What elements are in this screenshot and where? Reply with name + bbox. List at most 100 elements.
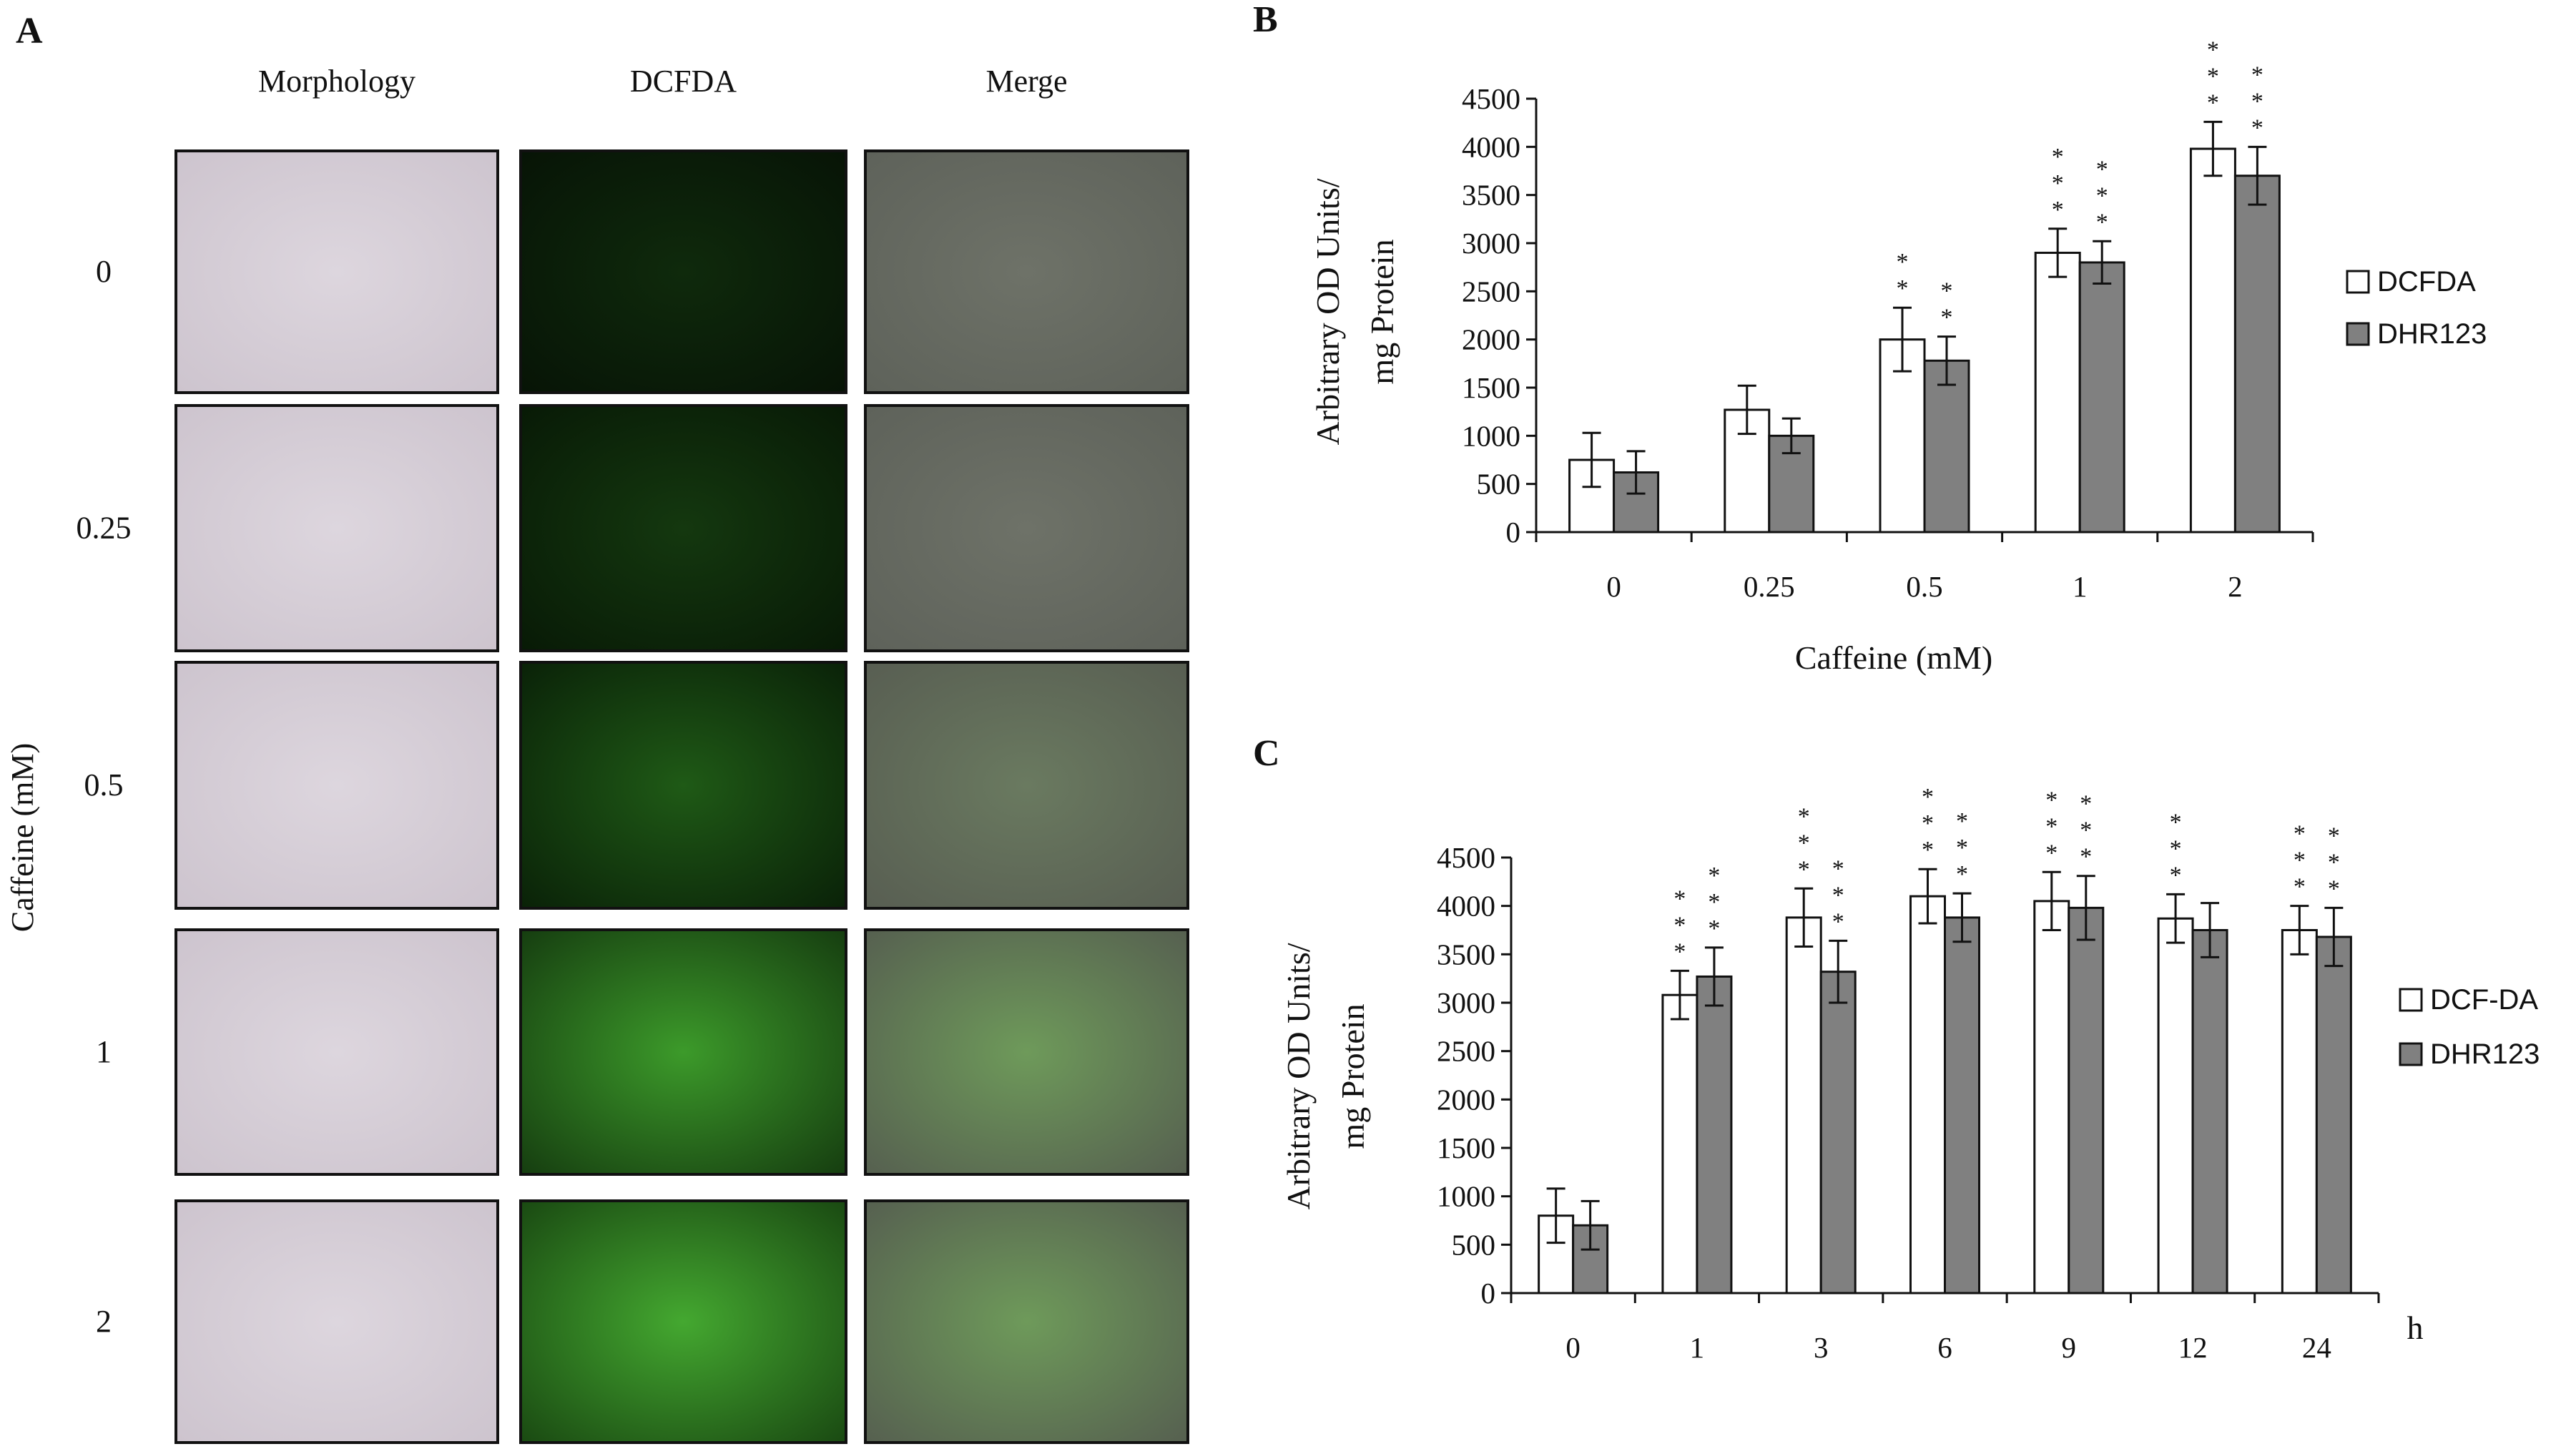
error-bar	[2076, 875, 2095, 941]
row-axis-label: Caffeine (mM)	[5, 743, 40, 932]
y-tick-label: 2500	[1437, 1035, 1495, 1068]
panel-label: C	[1253, 733, 1280, 774]
micrograph	[174, 661, 499, 910]
y-tick-label: 2500	[1462, 275, 1520, 308]
error-bar	[1626, 450, 1646, 495]
micrograph	[174, 1199, 499, 1444]
micrograph	[519, 149, 847, 394]
x-tick-label: 6	[1937, 1331, 1952, 1364]
error-bar	[2290, 905, 2309, 956]
x-tick-label: 1	[2073, 570, 2088, 603]
column-header: DCFDA	[630, 64, 737, 99]
error-bar	[1918, 868, 1937, 925]
bar	[2078, 261, 2125, 534]
error-bar	[2093, 240, 2112, 285]
micrograph	[519, 928, 847, 1176]
error-bar	[2248, 145, 2267, 206]
micrograph	[864, 149, 1189, 394]
significance: ***	[1666, 885, 1693, 965]
y-tick-label: 3000	[1437, 986, 1495, 1019]
row-label: 0.25	[77, 511, 132, 546]
micrograph	[864, 1199, 1189, 1444]
legend-swatch	[2399, 1042, 2423, 1066]
significance: ***	[1701, 863, 1727, 942]
y-tick-label: 0	[1481, 1277, 1496, 1310]
significance: ***	[2286, 821, 2313, 900]
bar	[2281, 929, 2318, 1295]
x-tick-label: 2	[2228, 570, 2243, 603]
significance: **	[1889, 249, 1916, 302]
bar	[1696, 975, 1733, 1295]
y-tick-label: 3000	[1462, 227, 1520, 260]
bar	[2157, 917, 2194, 1295]
micrograph	[174, 404, 499, 652]
bar	[2191, 929, 2228, 1295]
bar	[1785, 916, 1822, 1295]
y-tick-label: 1000	[1437, 1180, 1495, 1213]
error-bar	[1546, 1187, 1565, 1244]
legend-swatch	[2346, 322, 2370, 346]
bar	[2189, 147, 2236, 534]
legend-label: DCF-DA	[2430, 984, 2538, 1016]
error-bar	[1582, 431, 1601, 488]
x-axis-label: Caffeine (mM)	[1795, 639, 1992, 676]
column-header: Morphology	[258, 64, 416, 99]
bar	[2068, 906, 2105, 1295]
legend-label: DCFDA	[2377, 266, 2476, 298]
error-bar	[1580, 1199, 1600, 1251]
bar	[2233, 175, 2281, 534]
error-bar	[1670, 969, 1689, 1021]
micrograph	[519, 661, 847, 910]
significance: ***	[2200, 36, 2226, 116]
bar	[1923, 359, 1970, 534]
y-axis-label: Arbitrary OD Units/	[1309, 178, 1346, 445]
legend-label: DHR123	[2377, 318, 2487, 350]
y-tick-label: 2000	[1437, 1083, 1495, 1116]
y-tick-label: 4000	[1437, 890, 1495, 923]
significance: ***	[2089, 156, 2115, 235]
y-tick-label: 500	[1477, 468, 1521, 501]
x-tick-label: 3	[1814, 1331, 1829, 1364]
bar	[2315, 935, 2352, 1295]
error-bar	[2203, 120, 2223, 177]
x-axis-label: h	[2407, 1310, 2424, 1346]
significance: ***	[2038, 787, 2065, 866]
x-tick-label: 0	[1565, 1331, 1580, 1364]
significance: ***	[2163, 809, 2189, 888]
x-tick-label: 12	[2178, 1331, 2208, 1364]
y-tick-label: 4500	[1462, 82, 1520, 115]
error-bar	[1794, 887, 1814, 948]
significance: ***	[1791, 803, 1817, 883]
x-tick-label: 9	[2062, 1331, 2077, 1364]
row-label: 0.5	[84, 767, 124, 802]
y-tick-label: 500	[1452, 1228, 1496, 1261]
micrograph	[864, 928, 1189, 1176]
x-tick-label: 0.25	[1744, 570, 1795, 603]
micrograph	[174, 928, 499, 1176]
panel-label: B	[1253, 0, 1278, 40]
error-bar	[1737, 384, 1756, 436]
bar	[1909, 895, 1946, 1295]
significance: ***	[2244, 62, 2271, 141]
error-bar	[2048, 227, 2068, 278]
x-tick-label: 0	[1606, 570, 1621, 603]
significance: ***	[2073, 791, 2099, 870]
y-axis-label: mg Protein	[1334, 1003, 1371, 1149]
y-axis-label: Arbitrary OD Units/	[1280, 943, 1317, 1209]
error-bar	[2042, 870, 2061, 931]
row-label: 1	[96, 1034, 112, 1069]
column-header: Merge	[985, 64, 1067, 99]
bar	[2033, 900, 2070, 1295]
legend-swatch	[2346, 270, 2370, 294]
micrograph	[864, 661, 1189, 910]
significance: ***	[2045, 144, 2071, 223]
micrograph	[519, 1199, 847, 1444]
micrograph	[174, 149, 499, 394]
y-tick-label: 3500	[1462, 179, 1520, 212]
bar	[2034, 251, 2081, 534]
y-tick-label: 1500	[1462, 371, 1520, 404]
x-tick-label: 24	[2302, 1331, 2331, 1364]
y-tick-label: 4500	[1437, 841, 1495, 874]
